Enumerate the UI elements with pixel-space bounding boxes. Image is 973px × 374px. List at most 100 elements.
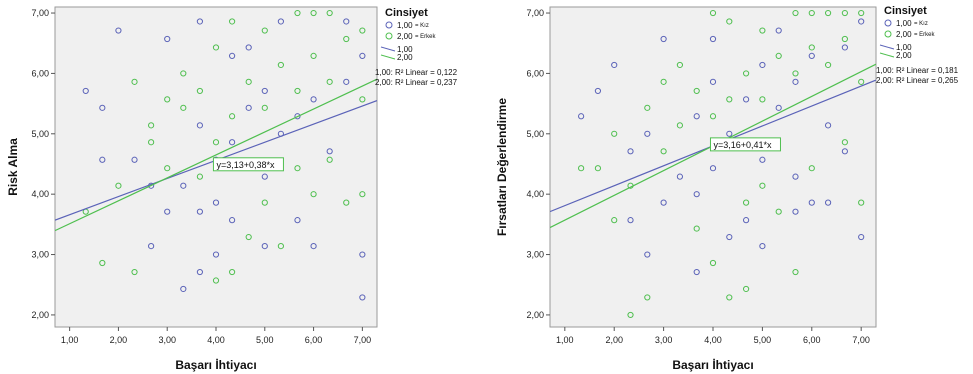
data-point-erkek <box>676 122 684 129</box>
x-tick-label: 7,00 <box>354 335 372 345</box>
data-point-erkek <box>726 294 733 301</box>
x-tick-label: 4,00 <box>207 335 225 345</box>
legend-code: 2,00 <box>896 30 912 39</box>
x-tick-label: 2,00 <box>110 335 128 345</box>
legend-label: = Kız <box>914 21 928 27</box>
data-point-kiz <box>310 96 317 103</box>
data-point-erkek <box>164 165 171 172</box>
data-point-erkek <box>310 191 317 198</box>
data-point-kiz <box>115 27 122 34</box>
x-tick-label: 3,00 <box>655 335 673 345</box>
legend-line-erkek <box>879 52 895 58</box>
data-point-kiz <box>792 78 799 85</box>
data-point-erkek <box>261 104 268 111</box>
data-point-kiz <box>660 199 667 206</box>
data-point-erkek <box>326 78 333 85</box>
legend-marker-kiz <box>385 21 393 29</box>
data-point-erkek <box>229 113 236 120</box>
data-point-erkek <box>775 208 782 215</box>
data-point-erkek <box>359 27 366 34</box>
r2-label: 1,00: R² Linear = 0,122 <box>375 68 458 77</box>
legend-title: Cinsiyet <box>884 5 927 17</box>
legend-line-label: 2,00 <box>397 53 413 62</box>
data-point-erkek <box>212 139 220 146</box>
data-point-kiz <box>180 285 187 293</box>
data-point-erkek <box>742 199 750 206</box>
scatter-plot-svg: 1,00 2,00 3,00 4,00 5,00 6,00 7,002,003,004,00… <box>495 5 959 372</box>
data-point-kiz <box>693 268 700 276</box>
data-point-erkek <box>858 78 865 85</box>
data-point-erkek <box>693 225 700 232</box>
scatter-chart-firsatlari: 1,00 2,00 3,00 4,00 5,00 6,00 7,00 2,00 3,00 4,00… <box>486 0 973 374</box>
y-tick-label: 2,00 <box>31 310 49 320</box>
data-point-erkek <box>196 87 203 95</box>
data-point-kiz <box>808 52 815 60</box>
y-tick-label: 7,00 <box>31 8 49 18</box>
data-point-erkek <box>131 268 138 276</box>
data-point-kiz <box>627 217 634 224</box>
x-tick-label: 4,00 <box>704 335 722 345</box>
data-point-kiz <box>792 208 799 215</box>
data-point-erkek <box>726 96 733 103</box>
x-tick-label: 2,00 <box>605 335 623 345</box>
x-tick-label: 7,00 <box>852 335 870 345</box>
data-point-erkek <box>261 199 268 206</box>
data-point-erkek <box>261 27 268 34</box>
data-point-kiz <box>294 217 301 224</box>
data-point-erkek <box>229 18 236 25</box>
data-point-erkek <box>644 294 651 301</box>
data-point-erkek <box>115 182 122 189</box>
data-point-kiz <box>245 104 252 111</box>
data-point-erkek <box>277 61 284 69</box>
x-tick-label: 3,00 <box>158 335 176 345</box>
data-point-erkek <box>759 182 766 189</box>
data-point-kiz <box>709 165 717 172</box>
data-point-erkek <box>792 268 799 276</box>
r2-label: 2,00: R² Linear = 0,265 <box>876 76 959 85</box>
data-point-kiz <box>709 35 717 43</box>
legend-line-label: 1,00 <box>397 45 413 54</box>
data-point-erkek <box>841 35 848 43</box>
data-point-kiz <box>792 173 799 180</box>
data-point-erkek <box>841 9 848 17</box>
y-tick-label: 6,00 <box>31 68 49 78</box>
y-tick-label: 7,00 <box>526 8 544 18</box>
data-point-kiz <box>660 35 667 43</box>
legend-title: Cinsiyet <box>385 7 428 19</box>
r2-label: 2,00: R² Linear = 0,237 <box>375 78 458 87</box>
data-point-erkek <box>310 52 317 60</box>
data-point-erkek <box>824 9 832 17</box>
data-point-erkek <box>792 70 799 77</box>
data-point-erkek <box>245 233 252 241</box>
data-point-kiz <box>841 148 848 155</box>
data-point-erkek <box>359 96 366 103</box>
data-point-erkek <box>294 9 301 17</box>
data-point-kiz <box>148 242 155 250</box>
data-point-kiz <box>294 113 301 120</box>
data-point-kiz <box>627 148 634 155</box>
data-point-erkek <box>148 139 155 146</box>
data-point-kiz <box>180 182 187 189</box>
data-point-kiz <box>164 208 171 215</box>
legend-marker-kiz <box>884 19 892 27</box>
data-point-kiz <box>775 27 782 34</box>
data-point-kiz <box>131 156 138 163</box>
data-point-erkek <box>326 156 333 163</box>
equation-box <box>212 157 284 172</box>
data-point-kiz <box>858 18 865 25</box>
data-point-erkek <box>180 70 187 77</box>
y-axis-title: Risk Alma <box>6 138 20 196</box>
data-point-erkek <box>808 165 815 172</box>
data-point-erkek <box>310 9 317 17</box>
data-point-kiz <box>611 61 618 69</box>
data-point-kiz <box>261 87 268 95</box>
data-point-kiz <box>742 96 750 103</box>
data-point-kiz <box>343 78 350 85</box>
y-tick-label: 3,00 <box>31 250 49 260</box>
y-tick-label: 3,00 <box>526 250 544 260</box>
data-point-kiz <box>261 242 268 250</box>
data-point-erkek <box>660 148 667 155</box>
data-point-kiz <box>709 78 717 85</box>
data-point-kiz <box>196 268 203 276</box>
y-axis-title: Fırsatları Değerlendirme <box>495 98 509 236</box>
